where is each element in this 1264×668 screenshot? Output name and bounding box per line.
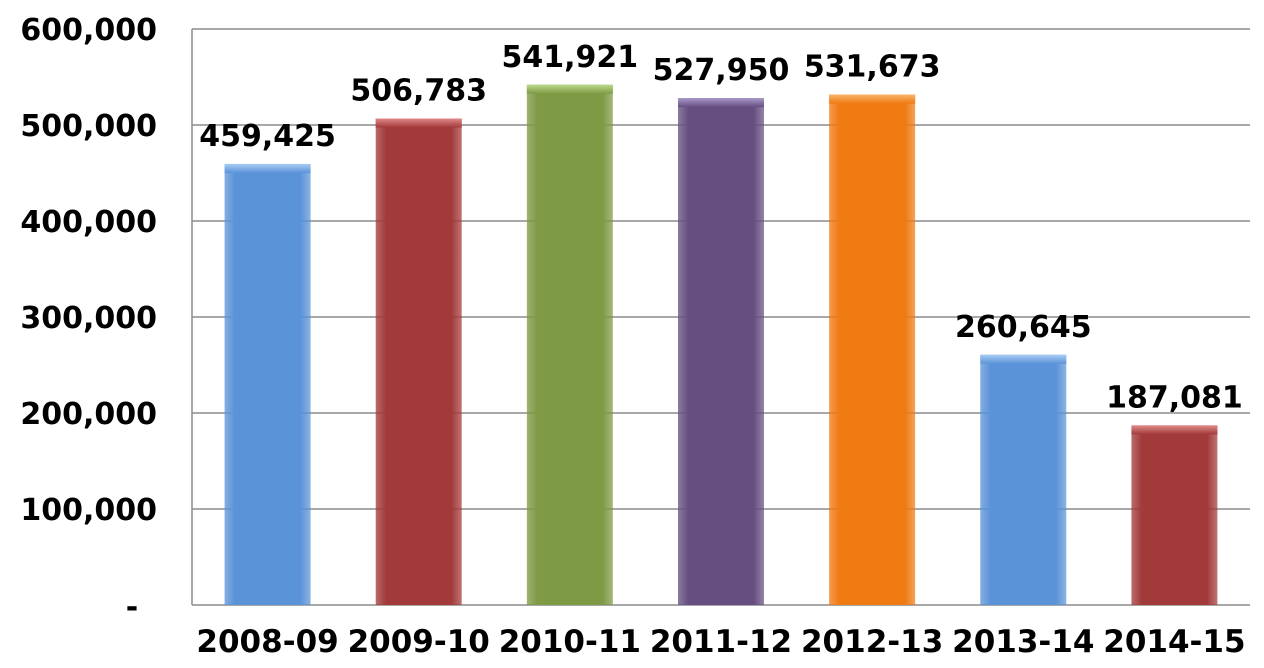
x-tick-label: 2008-09 [196, 624, 338, 660]
data-label: 531,673 [804, 50, 941, 85]
bar-cap [224, 163, 311, 173]
bar-body [526, 84, 613, 605]
data-label: 459,425 [199, 119, 336, 154]
bar-2008-09 [224, 163, 311, 605]
x-tick-label: 2011-12 [650, 624, 792, 660]
bar-body [678, 98, 764, 605]
data-label: 541,921 [502, 40, 639, 75]
y-tick-label: 500,000 [20, 109, 157, 144]
bar-2012-13 [829, 94, 916, 605]
bar-2014-15 [1131, 425, 1218, 605]
bar-body [980, 354, 1067, 605]
data-label: 187,081 [1106, 380, 1243, 415]
y-tick-label: 100,000 [20, 493, 157, 528]
bar-body [224, 163, 311, 605]
bar-cap [375, 118, 462, 128]
data-labels: 459,425 506,783 541,921 527,950 531,673 260,6… [199, 40, 1242, 416]
bar-body [1131, 425, 1218, 605]
data-label: 506,783 [350, 73, 487, 108]
bar-2011-12 [678, 98, 764, 605]
y-tick-label: 200,000 [20, 397, 157, 432]
bar-2009-10 [375, 118, 462, 606]
y-tick-label: 400,000 [20, 205, 157, 240]
y-tick-label: 300,000 [20, 301, 157, 336]
y-tick-labels: - 100,000 200,000 300,000 400,000 500,000 600,… [20, 13, 157, 625]
bar-body [375, 118, 462, 606]
x-tick-label: 2010-11 [499, 624, 641, 660]
y-tick-label: 600,000 [20, 13, 157, 48]
y-tick-label: - [126, 590, 138, 625]
bar-cap [1131, 425, 1218, 435]
bar-2013-14 [980, 354, 1067, 605]
bar-body [829, 94, 916, 605]
bar-cap [829, 94, 916, 104]
x-tick-label: 2013-14 [952, 624, 1094, 660]
bars [224, 84, 1218, 606]
bar-cap [526, 84, 613, 94]
x-tick-label: 2014-15 [1103, 624, 1245, 660]
bar-2010-11 [526, 84, 613, 605]
x-tick-label: 2009-10 [348, 624, 490, 660]
x-tick-labels: 2008-09 2009-10 2010-11 2011-12 2012-13 2013-… [196, 624, 1245, 660]
bar-cap [980, 354, 1067, 364]
x-tick-label: 2012-13 [801, 624, 943, 660]
data-label: 527,950 [653, 53, 790, 88]
data-label: 260,645 [955, 310, 1092, 345]
bar-cap [678, 98, 764, 108]
